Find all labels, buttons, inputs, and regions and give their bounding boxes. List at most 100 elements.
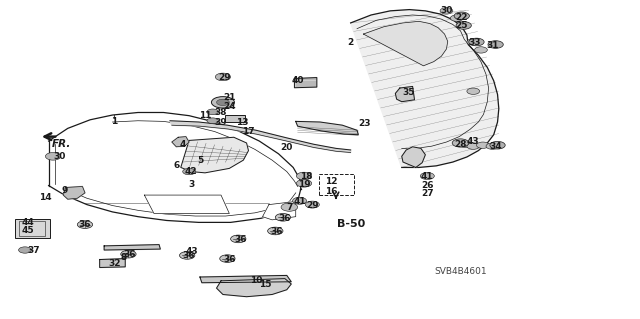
Polygon shape — [104, 245, 161, 250]
Text: 38: 38 — [215, 108, 227, 117]
Text: 44: 44 — [21, 218, 34, 227]
Text: 36: 36 — [270, 227, 283, 236]
Circle shape — [215, 73, 230, 81]
Text: 6: 6 — [173, 161, 179, 170]
Text: SVB4B4601: SVB4B4601 — [434, 267, 487, 276]
Circle shape — [305, 201, 319, 208]
Polygon shape — [172, 137, 189, 147]
Text: 14: 14 — [39, 193, 52, 202]
Circle shape — [467, 143, 479, 149]
Text: 43: 43 — [467, 137, 479, 145]
Text: 23: 23 — [358, 119, 371, 129]
Text: 33: 33 — [468, 38, 481, 47]
Text: 24: 24 — [223, 102, 236, 111]
Polygon shape — [180, 137, 248, 173]
Text: 36: 36 — [278, 214, 291, 223]
Text: 39: 39 — [214, 117, 227, 127]
Circle shape — [207, 109, 218, 115]
Text: 40: 40 — [291, 76, 304, 85]
Polygon shape — [402, 147, 426, 167]
Circle shape — [216, 99, 229, 106]
Text: 5: 5 — [197, 156, 203, 165]
Circle shape — [486, 143, 499, 149]
Circle shape — [488, 41, 503, 48]
Text: 11: 11 — [199, 111, 211, 120]
Circle shape — [468, 38, 484, 46]
Text: 30: 30 — [440, 6, 452, 15]
Bar — [319, 174, 354, 195]
Text: 12: 12 — [325, 177, 338, 186]
Text: 1: 1 — [111, 117, 118, 126]
Circle shape — [77, 221, 93, 228]
Text: 15: 15 — [259, 279, 272, 288]
Text: 32: 32 — [108, 259, 120, 268]
Circle shape — [275, 213, 291, 221]
Polygon shape — [216, 278, 291, 297]
Text: 7: 7 — [286, 203, 292, 212]
Text: 4: 4 — [179, 140, 186, 149]
Polygon shape — [200, 275, 291, 283]
Circle shape — [281, 203, 298, 211]
Circle shape — [19, 247, 31, 253]
Bar — [225, 115, 244, 122]
Circle shape — [467, 39, 479, 45]
Circle shape — [292, 197, 307, 204]
Text: 19: 19 — [298, 180, 310, 189]
Circle shape — [440, 8, 453, 14]
Circle shape — [467, 88, 479, 94]
Text: 28: 28 — [454, 140, 467, 149]
Circle shape — [460, 141, 472, 147]
Polygon shape — [262, 201, 296, 220]
Circle shape — [296, 172, 312, 180]
Circle shape — [476, 142, 489, 148]
Bar — [15, 219, 50, 238]
Text: 45: 45 — [21, 226, 34, 235]
Text: 36: 36 — [234, 235, 246, 244]
Circle shape — [452, 139, 468, 147]
Circle shape — [230, 235, 246, 243]
Text: 13: 13 — [236, 117, 248, 127]
Text: 37: 37 — [28, 247, 40, 256]
Text: 18: 18 — [300, 172, 312, 181]
Polygon shape — [100, 259, 125, 268]
Text: B-50: B-50 — [337, 219, 365, 229]
Circle shape — [474, 47, 487, 53]
Text: 36: 36 — [79, 220, 92, 229]
Circle shape — [220, 255, 235, 263]
Circle shape — [456, 22, 471, 29]
Text: 8: 8 — [120, 253, 127, 262]
Text: 41: 41 — [421, 172, 433, 181]
Text: 41: 41 — [293, 197, 306, 206]
Text: FR.: FR. — [52, 139, 71, 149]
Polygon shape — [296, 122, 358, 135]
Text: 17: 17 — [242, 127, 255, 136]
Polygon shape — [396, 86, 415, 102]
Text: 22: 22 — [456, 13, 468, 22]
Circle shape — [182, 168, 195, 175]
Text: 20: 20 — [280, 143, 293, 152]
Circle shape — [451, 15, 463, 21]
Text: 42: 42 — [185, 167, 197, 176]
Text: 26: 26 — [421, 181, 433, 190]
Text: 25: 25 — [456, 21, 468, 30]
Text: 29: 29 — [306, 201, 319, 210]
Circle shape — [490, 141, 505, 149]
Polygon shape — [364, 21, 448, 66]
Polygon shape — [351, 10, 499, 167]
Circle shape — [420, 173, 435, 180]
Text: 9: 9 — [61, 186, 68, 195]
Text: 35: 35 — [402, 88, 414, 97]
Circle shape — [45, 152, 61, 160]
Circle shape — [207, 118, 218, 123]
Text: 2: 2 — [348, 38, 354, 47]
Text: 31: 31 — [486, 41, 499, 50]
Polygon shape — [145, 195, 229, 213]
Polygon shape — [170, 121, 351, 152]
Circle shape — [454, 12, 469, 20]
Text: 36: 36 — [183, 251, 195, 260]
Text: 16: 16 — [325, 187, 338, 196]
Text: 27: 27 — [421, 189, 433, 198]
Text: 36: 36 — [124, 250, 136, 259]
Polygon shape — [63, 187, 85, 199]
Circle shape — [211, 97, 234, 108]
